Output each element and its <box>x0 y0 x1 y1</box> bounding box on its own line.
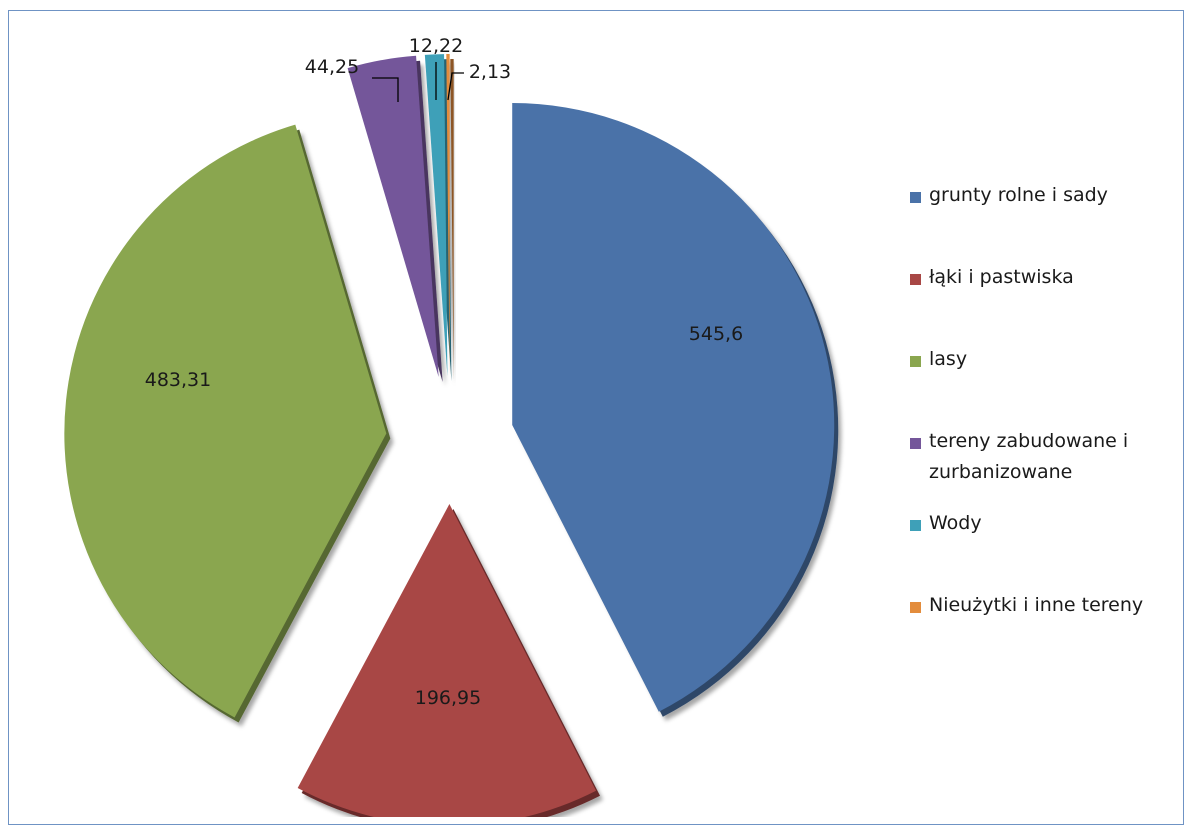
legend-item: tereny zabudowane i zurbanizowane <box>910 432 1169 488</box>
legend-label: grunty rolne i sady <box>929 180 1169 211</box>
data-label: 545,6 <box>689 323 743 345</box>
data-label: 44,25 <box>305 56 359 78</box>
legend-item: Wody <box>910 514 1169 539</box>
legend-label: Nieużytki i inne tereny <box>929 590 1169 621</box>
legend-item: lasy <box>910 350 1169 375</box>
pie-slice <box>298 504 596 817</box>
legend-label: tereny zabudowane i zurbanizowane <box>929 426 1169 488</box>
legend-swatch <box>910 602 921 613</box>
legend-label: lasy <box>929 344 1169 375</box>
legend-swatch <box>910 520 921 531</box>
legend-label: Wody <box>929 508 1169 539</box>
legend-swatch <box>910 356 921 367</box>
data-label: 12,22 <box>409 35 463 57</box>
legend-item: łąki i pastwiska <box>910 268 1169 293</box>
data-label: 483,31 <box>145 369 211 391</box>
data-label: 2,13 <box>469 61 511 83</box>
legend-swatch <box>910 274 921 285</box>
legend-swatch <box>910 438 921 449</box>
leader-line <box>448 73 464 100</box>
legend-item: Nieużytki i inne tereny <box>910 596 1169 621</box>
legend-swatch <box>910 192 921 203</box>
legend-label: łąki i pastwiska <box>929 262 1169 293</box>
pie-slice <box>64 125 386 718</box>
pie-slice <box>348 56 439 377</box>
pie-slice <box>512 103 834 712</box>
legend-item: grunty rolne i sady <box>910 186 1169 211</box>
data-label: 196,95 <box>415 687 481 709</box>
